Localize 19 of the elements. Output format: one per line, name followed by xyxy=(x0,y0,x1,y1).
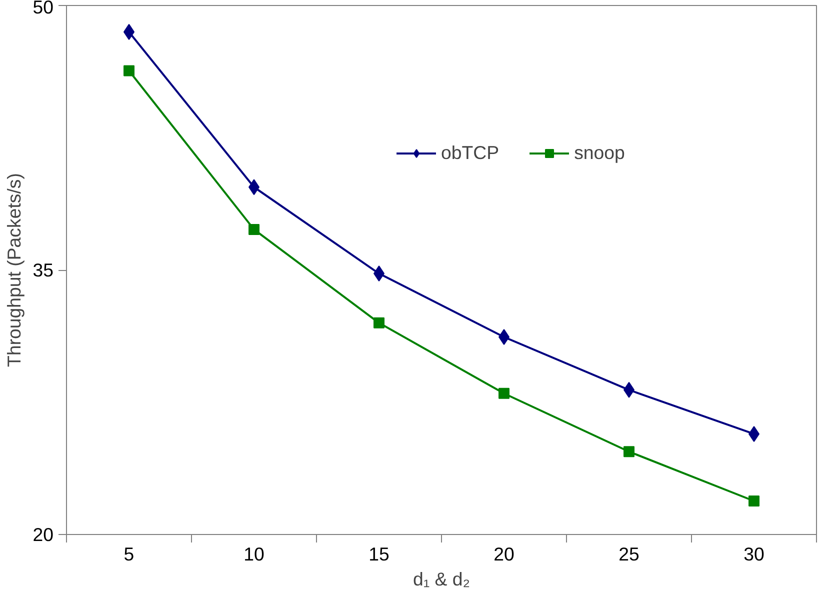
legend-label: obTCP xyxy=(441,142,500,164)
point xyxy=(624,446,634,458)
point xyxy=(374,317,384,328)
point xyxy=(748,495,760,506)
y-tick-label: 50 xyxy=(32,0,54,18)
point xyxy=(124,65,134,76)
y-tick-label: 20 xyxy=(32,524,54,545)
y-tick-label: 35 xyxy=(32,260,54,280)
point xyxy=(498,388,510,399)
y-axis-title: Throughput (Packets/s) xyxy=(4,173,25,367)
x-tick-label: 25 xyxy=(618,544,640,564)
x-tick-label: 10 xyxy=(244,544,264,564)
x-axis-title: d₁ & d₂ xyxy=(412,568,470,590)
x-tick-label: 30 xyxy=(744,544,764,564)
x-tick-label: 15 xyxy=(368,544,390,564)
x-tick-label: 20 xyxy=(494,544,514,564)
x-tick-label: 5 xyxy=(124,544,134,564)
legend-label: snoop xyxy=(574,142,625,164)
point xyxy=(248,224,260,235)
